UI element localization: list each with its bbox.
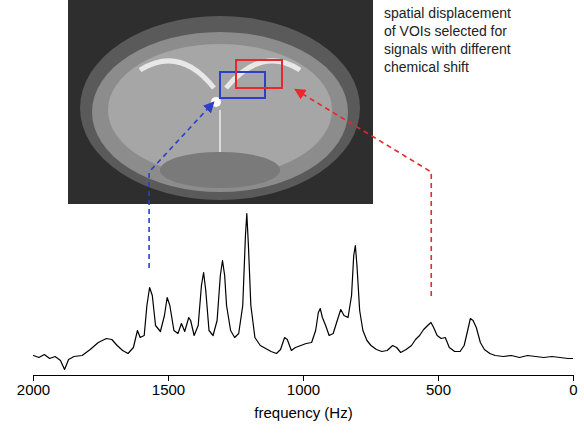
svg-text:1500: 1500	[152, 381, 185, 398]
svg-text:0: 0	[569, 381, 577, 398]
svg-text:2000: 2000	[17, 381, 50, 398]
svg-text:frequency (Hz): frequency (Hz)	[254, 404, 352, 421]
svg-text:1000: 1000	[287, 381, 320, 398]
svg-text:spatial displacementof VOIs se: spatial displacementof VOIs selected for…	[384, 5, 511, 75]
svg-text:500: 500	[426, 381, 451, 398]
